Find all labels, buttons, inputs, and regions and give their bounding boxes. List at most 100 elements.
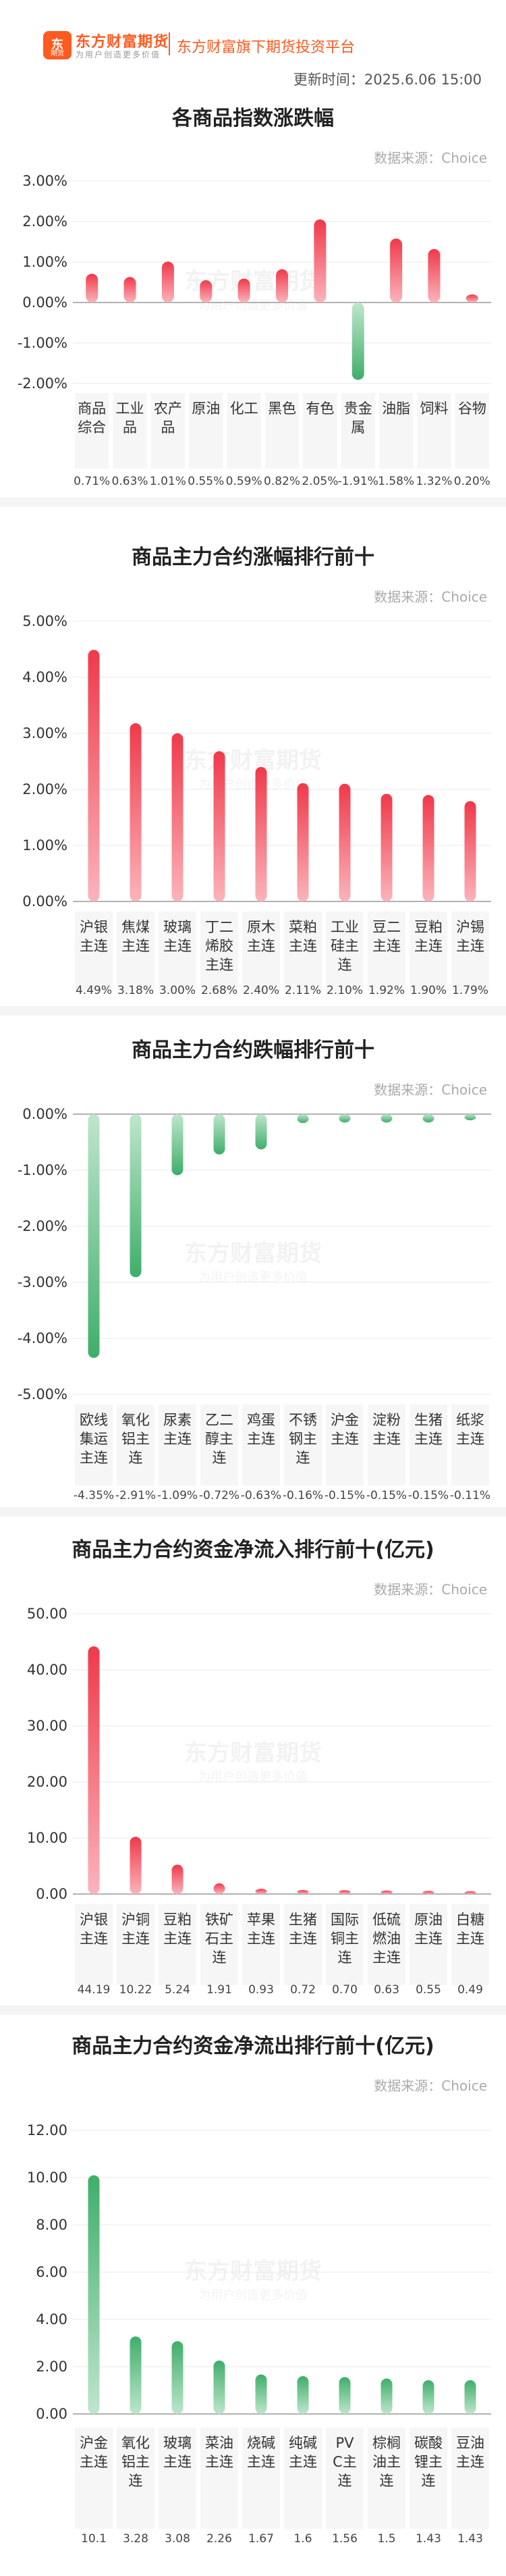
bar: [213, 1883, 225, 1894]
category-label: 沪银主连: [80, 1912, 108, 1947]
value-label: 1.91: [206, 1983, 232, 1997]
category-cell: [117, 2427, 154, 2529]
category-cell: [284, 2427, 322, 2529]
bar: [255, 2374, 267, 2414]
bar: [255, 766, 267, 901]
category-label: 玻璃主连: [163, 2435, 192, 2470]
value-label: -1.09%: [157, 1489, 198, 1502]
value-label: -1.91%: [338, 475, 378, 488]
category-label: 纸浆主连: [456, 1412, 484, 1447]
bar: [213, 2360, 225, 2414]
y-tick-label: 30.00: [27, 1718, 67, 1734]
category-cell: [410, 912, 447, 991]
y-tick-label: 0.00%: [22, 893, 67, 910]
brand-name: 东方财富期货: [76, 34, 169, 51]
category-label: 苹果主连: [247, 1912, 275, 1947]
bar: [171, 1864, 184, 1894]
bar: [422, 1891, 434, 1894]
category-cell: [451, 912, 489, 991]
value-label: 3.00%: [159, 984, 196, 997]
y-tick-label: 0.00%: [22, 1106, 67, 1122]
data-source: 数据来源：Choice: [374, 2078, 487, 2094]
category-cell: [368, 2427, 405, 2529]
category-cell: [242, 912, 280, 991]
bar: [171, 2341, 184, 2414]
bar: [297, 783, 309, 901]
y-tick-label: 8.00: [36, 2217, 67, 2233]
category-label: 欧线集运主连: [80, 1412, 108, 1466]
category-cell: [113, 393, 147, 469]
y-tick-label: -2.00%: [18, 1218, 67, 1234]
bar: [88, 1114, 100, 1359]
category-cell: [410, 2427, 447, 2529]
bar: [390, 238, 403, 303]
data-source: 数据来源：Choice: [374, 150, 487, 166]
value-label: 2.05%: [302, 475, 338, 488]
value-label: 1.32%: [416, 475, 452, 488]
value-label: 1.43: [457, 2532, 483, 2546]
category-label: 豆二主连: [372, 919, 401, 954]
bar: [237, 278, 250, 303]
y-tick-label: -1.00%: [18, 335, 67, 351]
value-label: -0.15%: [325, 1489, 365, 1502]
category-cell: [451, 1904, 489, 1985]
category-cell: [368, 1904, 405, 1985]
bar: [213, 1114, 225, 1155]
section-title: 商品主力合约跌幅排行前十: [132, 1039, 374, 1062]
category-label: 玻璃主连: [163, 919, 192, 954]
category-label: 不锈钢主连: [289, 1412, 317, 1466]
bar: [130, 2336, 142, 2414]
watermark-sub: 为用户创造更多价值: [198, 1271, 308, 1285]
category-label: 化工: [230, 400, 258, 417]
category-label: 丁二烯胶主连: [205, 919, 233, 973]
watermark-sub: 为用户创造更多价值: [198, 298, 308, 313]
category-cell: [75, 912, 113, 991]
category-cell: [117, 912, 154, 991]
y-tick-label: -3.00%: [18, 1274, 67, 1290]
section-index-change: 各商品指数涨跌幅 数据来源：Choice 东方财富期货 为用户创造更多价值 3.00…: [0, 95, 506, 497]
category-label: 白糖主连: [456, 1912, 484, 1947]
y-tick-label: -1.00%: [18, 1162, 67, 1178]
bar: [297, 2376, 309, 2414]
category-label: 原油: [192, 400, 220, 417]
value-label: 1.01%: [150, 475, 186, 488]
value-label: 10.1: [81, 2532, 107, 2546]
category-label: 乙二醇主连: [205, 1412, 233, 1466]
section-gap: [0, 1507, 506, 1517]
category-label: 鸡蛋主连: [247, 1412, 275, 1447]
value-label: -0.11%: [450, 1489, 490, 1502]
bar: [130, 1114, 142, 1278]
brand-tagline: 为用户创造更多价值: [76, 50, 161, 59]
logo-icon: 东 期货: [43, 31, 72, 59]
bar: [339, 2377, 351, 2414]
value-label: 10.22: [119, 1983, 152, 1997]
category-cell: [378, 393, 414, 469]
category-cell: [264, 393, 300, 469]
value-label: -0.15%: [366, 1489, 407, 1502]
y-tick-label: 4.00: [36, 2311, 67, 2328]
category-label: 焦煤主连: [121, 919, 150, 954]
bar: [314, 219, 327, 303]
category-cell: [326, 1404, 364, 1486]
bar: [88, 1646, 100, 1894]
value-label: 2.11%: [285, 984, 321, 997]
bar: [161, 261, 174, 303]
bar: [123, 277, 136, 303]
category-label: 豆粕主连: [414, 919, 443, 954]
category-label: 碳酸锂主连: [414, 2435, 443, 2489]
value-label: 0.55%: [188, 475, 224, 488]
y-tick-label: 6.00: [36, 2264, 67, 2280]
y-tick-label: 2.00%: [22, 213, 67, 230]
value-label: -0.16%: [283, 1489, 323, 1502]
category-cell: [227, 393, 261, 469]
value-label: 44.19: [78, 1983, 111, 1997]
y-tick-label: 40.00: [27, 1662, 67, 1678]
category-cell: [326, 1904, 364, 1985]
value-label: 0.93: [248, 1983, 274, 1997]
bar: [352, 303, 364, 380]
data-source: 数据来源：Choice: [374, 1581, 487, 1598]
y-tick-label: 3.00%: [22, 173, 67, 189]
y-tick-label: 4.00%: [22, 669, 67, 685]
